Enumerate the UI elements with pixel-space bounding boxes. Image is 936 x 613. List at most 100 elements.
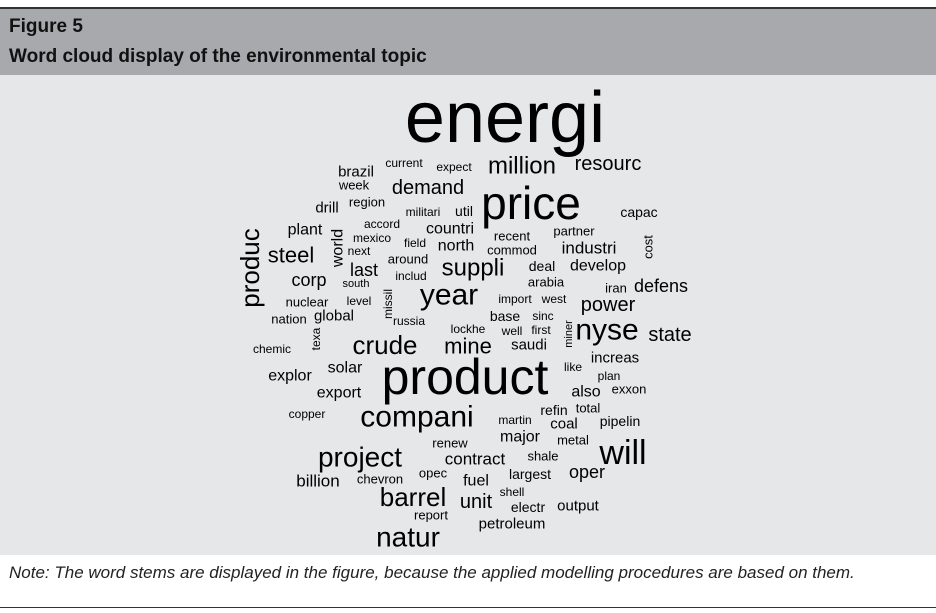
cloud-word: exxon [612, 382, 647, 397]
cloud-word: energi [405, 78, 605, 158]
cloud-word: mine [444, 334, 492, 359]
cloud-word: last [350, 260, 378, 280]
figure-header: Figure 5 Word cloud display of the envir… [0, 7, 936, 75]
cloud-word: brazil [338, 164, 374, 181]
cloud-word: base [490, 308, 521, 324]
cloud-word: nyse [575, 314, 638, 347]
cloud-word: crude [352, 330, 417, 360]
cloud-word: miner [563, 320, 575, 348]
cloud-word: util [455, 203, 473, 219]
cloud-word: project [318, 442, 402, 473]
cloud-word: well [501, 324, 523, 338]
cloud-word: copper [289, 407, 326, 421]
cloud-word: resourc [575, 153, 642, 175]
cloud-word: coal [550, 416, 578, 433]
cloud-word: nation [271, 312, 306, 327]
cloud-word: recent [494, 229, 531, 244]
cloud-word: will [598, 434, 646, 472]
cloud-word: expect [436, 160, 472, 174]
cloud-word: increas [591, 350, 639, 367]
cloud-word: explor [268, 368, 312, 385]
cloud-word: deal [529, 258, 555, 274]
cloud-word: product [382, 349, 549, 405]
cloud-word: partner [553, 224, 595, 239]
cloud-word: price [481, 177, 581, 229]
cloud-word: iran [605, 281, 627, 296]
cloud-word: region [349, 195, 385, 210]
cloud-word: drill [315, 200, 338, 217]
cloud-word: develop [570, 258, 626, 275]
cloud-word: refin [540, 402, 567, 418]
cloud-word: contract [445, 450, 506, 469]
cloud-word: natur [376, 522, 440, 553]
cloud-word: includ [395, 269, 426, 283]
cloud-word: global [314, 308, 354, 325]
cloud-word: texa [309, 327, 323, 350]
cloud-word: unit [460, 491, 493, 513]
cloud-word: capac [620, 204, 657, 220]
cloud-word: sinc [532, 309, 553, 323]
cloud-word: defens [634, 276, 688, 296]
cloud-word: like [564, 360, 582, 374]
cloud-word: corp [291, 270, 326, 290]
cloud-word: barrel [380, 482, 446, 512]
cloud-word: north [438, 238, 474, 255]
cloud-word: countri [426, 221, 474, 238]
cloud-word: level [347, 294, 372, 308]
cloud-word: current [385, 156, 423, 170]
figure-title: Word cloud display of the environmental … [9, 46, 427, 67]
figure-label: Figure 5 [9, 16, 83, 37]
cloud-word: petroleum [479, 516, 546, 533]
figure-note: Note: The word stems are displayed in th… [9, 563, 855, 582]
cloud-word: fuel [463, 473, 489, 490]
cloud-word: opec [419, 466, 448, 481]
cloud-word: pipelin [600, 413, 640, 429]
cloud-word: year [420, 279, 478, 312]
cloud-word: missil [381, 289, 395, 319]
cloud-word: billion [296, 472, 339, 491]
cloud-word: steel [268, 243, 314, 268]
cloud-word: plant [288, 222, 323, 239]
cloud-word: plan [598, 369, 621, 383]
cloud-word: arabia [528, 275, 565, 290]
cloud-word: west [541, 292, 567, 306]
cloud-word: mexico [353, 231, 391, 245]
cloud-word: major [500, 429, 541, 446]
cloud-word: lockhe [451, 322, 486, 336]
cloud-word: also [571, 384, 600, 401]
cloud-word: cost [641, 235, 656, 259]
cloud-background [0, 75, 936, 555]
cloud-word: russia [393, 314, 425, 328]
cloud-word: largest [509, 466, 551, 482]
cloud-word: militari [406, 205, 441, 219]
cloud-word: field [404, 236, 426, 250]
cloud-word: compani [360, 401, 473, 434]
cloud-word: nuclear [286, 295, 329, 310]
cloud-word: south [343, 278, 370, 290]
cloud-word: total [576, 401, 601, 416]
cloud-word: report [414, 508, 448, 523]
cloud-word: suppli [442, 255, 505, 282]
cloud-word: commod [487, 243, 537, 258]
cloud-word: output [557, 498, 600, 515]
cloud-word: martin [498, 413, 531, 427]
cloud-word: demand [392, 177, 464, 199]
cloud-word: saudi [511, 337, 547, 354]
cloud-word: power [581, 294, 636, 316]
bottom-rule [0, 607, 936, 608]
cloud-word: produc [235, 228, 265, 308]
cloud-word: chevron [357, 472, 403, 487]
cloud-word: oper [569, 462, 605, 482]
cloud-word: shale [527, 449, 558, 464]
cloud-word: renew [432, 436, 468, 451]
cloud-word: chemic [253, 342, 291, 356]
cloud-word: import [498, 292, 532, 306]
cloud-word: industri [562, 239, 617, 258]
cloud-word: electr [511, 499, 546, 515]
cloud-word: first [531, 323, 551, 337]
cloud-word: export [317, 385, 362, 402]
cloud-word: world [330, 229, 347, 268]
cloud-word: next [348, 244, 371, 258]
cloud-word: around [388, 252, 428, 267]
